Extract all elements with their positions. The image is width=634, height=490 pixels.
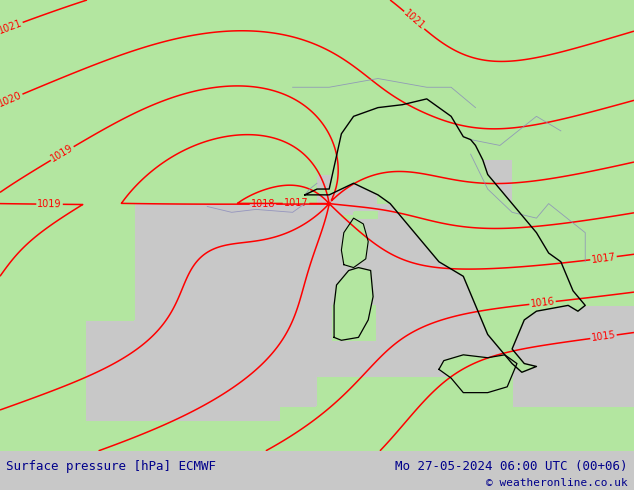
Polygon shape [334,268,373,340]
Text: 1019: 1019 [49,143,75,164]
Text: © weatheronline.co.uk: © weatheronline.co.uk [486,478,628,488]
Text: 1018: 1018 [250,199,275,209]
Text: 1020: 1020 [0,90,23,109]
Polygon shape [341,218,368,268]
Text: Surface pressure [hPa] ECMWF: Surface pressure [hPa] ECMWF [6,460,216,473]
Text: 1021: 1021 [401,8,427,32]
Text: 1021: 1021 [0,18,23,36]
Text: 1017: 1017 [284,198,308,209]
Text: Mo 27-05-2024 06:00 UTC (00+06): Mo 27-05-2024 06:00 UTC (00+06) [395,460,628,473]
Polygon shape [439,355,517,392]
Text: 1017: 1017 [591,252,616,265]
Polygon shape [305,99,585,372]
Text: 1015: 1015 [591,330,616,343]
Text: 1019: 1019 [37,199,62,209]
Text: 1016: 1016 [530,296,555,309]
